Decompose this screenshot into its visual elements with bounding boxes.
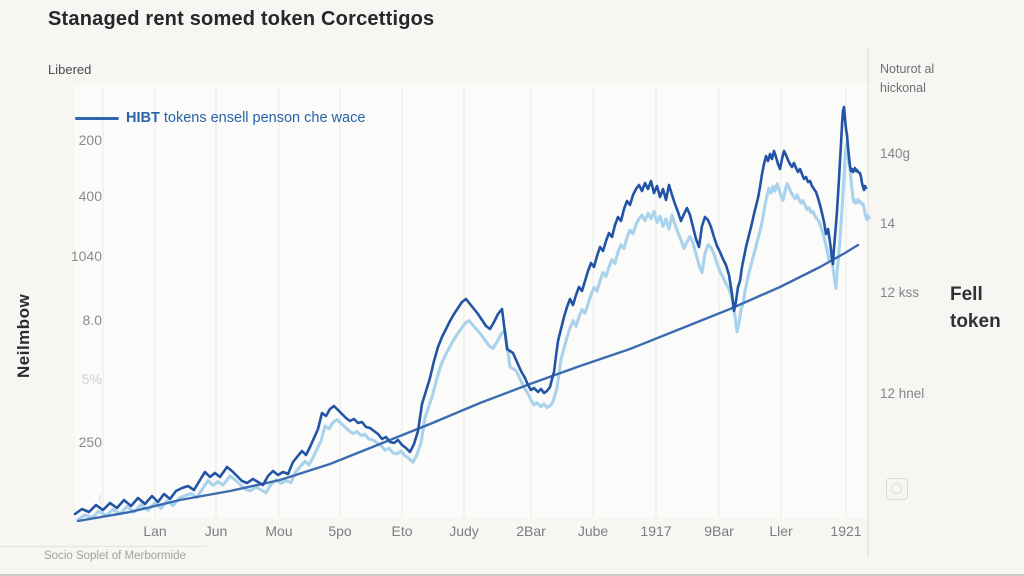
- watermark-stamp-icon: [886, 478, 908, 500]
- right-callout-line1: Fell: [950, 284, 983, 305]
- x-tick-label: Jun: [204, 523, 228, 539]
- series-shadow-line: [76, 141, 871, 522]
- y-tick-label: 5%: [81, 371, 102, 387]
- legend-label-rest: tokens ensell penson che wace: [159, 110, 366, 126]
- x-tick-label: 1917: [640, 523, 672, 539]
- y-tick-label: 250: [78, 434, 102, 450]
- source-caption: Socio Soplet of Merbormide: [44, 550, 186, 562]
- x-tick-label: Ller: [769, 523, 793, 539]
- legend: HIBT tokens ensell penson che wace: [75, 108, 365, 128]
- y-tick-label: 200: [78, 132, 102, 148]
- right-panel-item: 140g: [880, 146, 911, 161]
- right-panel-header-line1: Noturot al: [880, 62, 935, 76]
- legend-line-swatch: [75, 116, 119, 120]
- series-main-line: [73, 105, 868, 516]
- source-divider: [0, 546, 206, 547]
- right-panel-header: Noturot al hickonal: [880, 60, 934, 98]
- right-panel-item: 12 hnel: [880, 386, 925, 401]
- right-panel-item: 12 kss: [880, 285, 920, 300]
- y-tick-label: 1040: [70, 248, 102, 264]
- x-tick-label: 5po: [328, 523, 352, 539]
- x-tick-label: Lan: [143, 523, 167, 539]
- x-tick-label: 1921: [830, 523, 862, 539]
- right-callout-line2: token: [950, 311, 1001, 332]
- x-tick-label: Eto: [391, 523, 413, 539]
- right-callout: Fell token: [950, 281, 1001, 335]
- x-tick-label: Mou: [265, 523, 293, 539]
- x-tick-label: 2Bar: [516, 523, 546, 539]
- right-panel-item: 14: [880, 216, 896, 231]
- x-tick-label: Jube: [577, 523, 609, 539]
- legend-label-bold: HIBT: [126, 110, 160, 126]
- y-tick-label: (: [98, 494, 102, 505]
- chart-title: Stanaged rent somed token Corcettigos: [48, 8, 435, 30]
- x-tick-label: 9Bar: [704, 523, 734, 539]
- y-tick-label: 8.0: [82, 312, 102, 328]
- right-panel-header-line2: hickonal: [880, 81, 926, 95]
- x-tick-label: Judy: [449, 523, 479, 539]
- y-tick-label: 400: [78, 188, 102, 204]
- legend-label: HIBT tokens ensell penson che wace: [126, 110, 365, 126]
- chart-subtitle: Libered: [48, 62, 92, 77]
- series-trend-line: [76, 243, 860, 523]
